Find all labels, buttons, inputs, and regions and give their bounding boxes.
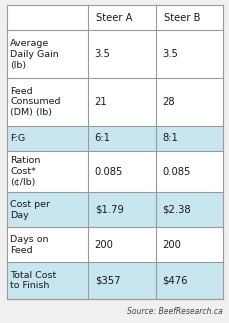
Bar bbox=[155, 78, 222, 126]
Bar bbox=[155, 5, 222, 30]
Text: 200: 200 bbox=[162, 240, 180, 250]
Text: Cost per
Day: Cost per Day bbox=[10, 200, 50, 220]
Bar bbox=[155, 192, 222, 227]
Text: 21: 21 bbox=[94, 97, 107, 107]
Text: F:G: F:G bbox=[10, 134, 25, 143]
Bar bbox=[7, 78, 87, 126]
Text: 28: 28 bbox=[162, 97, 174, 107]
Bar bbox=[155, 30, 222, 78]
Text: 3.5: 3.5 bbox=[94, 49, 110, 59]
Text: 6:1: 6:1 bbox=[94, 133, 110, 143]
Bar bbox=[87, 262, 155, 299]
Bar bbox=[7, 151, 87, 192]
Bar bbox=[155, 262, 222, 299]
Text: 3.5: 3.5 bbox=[162, 49, 177, 59]
Text: $1.79: $1.79 bbox=[94, 205, 123, 215]
Bar bbox=[87, 192, 155, 227]
Text: Feed
Consumed
(DM) (lb): Feed Consumed (DM) (lb) bbox=[10, 87, 61, 117]
Text: 0.085: 0.085 bbox=[94, 167, 123, 177]
Text: Steer B: Steer B bbox=[163, 13, 199, 23]
Bar bbox=[87, 151, 155, 192]
Text: Ration
Cost*
(¢/lb): Ration Cost* (¢/lb) bbox=[10, 156, 41, 187]
Text: Total Cost
to Finish: Total Cost to Finish bbox=[10, 271, 56, 290]
Bar bbox=[7, 262, 87, 299]
Bar bbox=[155, 151, 222, 192]
Bar bbox=[7, 126, 87, 151]
Bar bbox=[7, 5, 87, 30]
Bar bbox=[87, 227, 155, 262]
Bar bbox=[155, 126, 222, 151]
Bar bbox=[155, 227, 222, 262]
Text: $476: $476 bbox=[162, 276, 187, 286]
Bar bbox=[7, 227, 87, 262]
Text: 8:1: 8:1 bbox=[162, 133, 177, 143]
Text: Average
Daily Gain
(lb): Average Daily Gain (lb) bbox=[10, 39, 59, 70]
Bar bbox=[87, 30, 155, 78]
Text: 0.085: 0.085 bbox=[162, 167, 190, 177]
Text: Steer A: Steer A bbox=[96, 13, 132, 23]
Bar bbox=[7, 192, 87, 227]
Bar bbox=[87, 78, 155, 126]
Text: Source: BeefResearch.ca: Source: BeefResearch.ca bbox=[127, 307, 222, 316]
Text: Days on
Feed: Days on Feed bbox=[10, 235, 49, 255]
Bar bbox=[87, 126, 155, 151]
Bar bbox=[7, 30, 87, 78]
Bar bbox=[87, 5, 155, 30]
Text: 200: 200 bbox=[94, 240, 113, 250]
Text: $2.38: $2.38 bbox=[162, 205, 190, 215]
Text: $357: $357 bbox=[94, 276, 120, 286]
